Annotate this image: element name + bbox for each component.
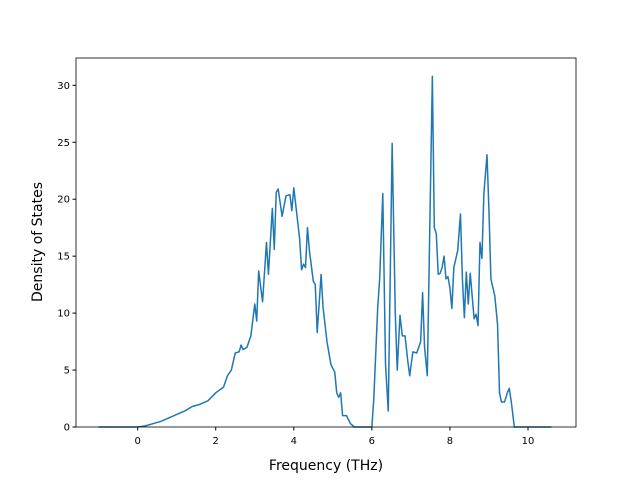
y-tick-label: 15 xyxy=(57,252,70,263)
y-tick-label: 10 xyxy=(57,309,70,320)
plot-frame xyxy=(75,57,577,428)
y-tick-label: 5 xyxy=(64,366,70,377)
x-tick-label: 0 xyxy=(134,436,140,447)
x-tick-label: 4 xyxy=(291,436,297,447)
x-tick-label: 6 xyxy=(369,436,375,447)
x-tick-label: 10 xyxy=(522,436,535,447)
y-tick-label: 20 xyxy=(57,195,70,206)
y-tick-label: 0 xyxy=(64,423,70,434)
x-tick-label: 8 xyxy=(447,436,453,447)
line xyxy=(98,75,552,428)
y-axis-label: Density of States xyxy=(30,182,46,302)
y-tick-label: 25 xyxy=(57,138,70,149)
x-axis-label: Frequency (THz) xyxy=(269,458,383,474)
y-tick-label: 30 xyxy=(57,81,70,92)
x-tick-label: 2 xyxy=(213,436,219,447)
